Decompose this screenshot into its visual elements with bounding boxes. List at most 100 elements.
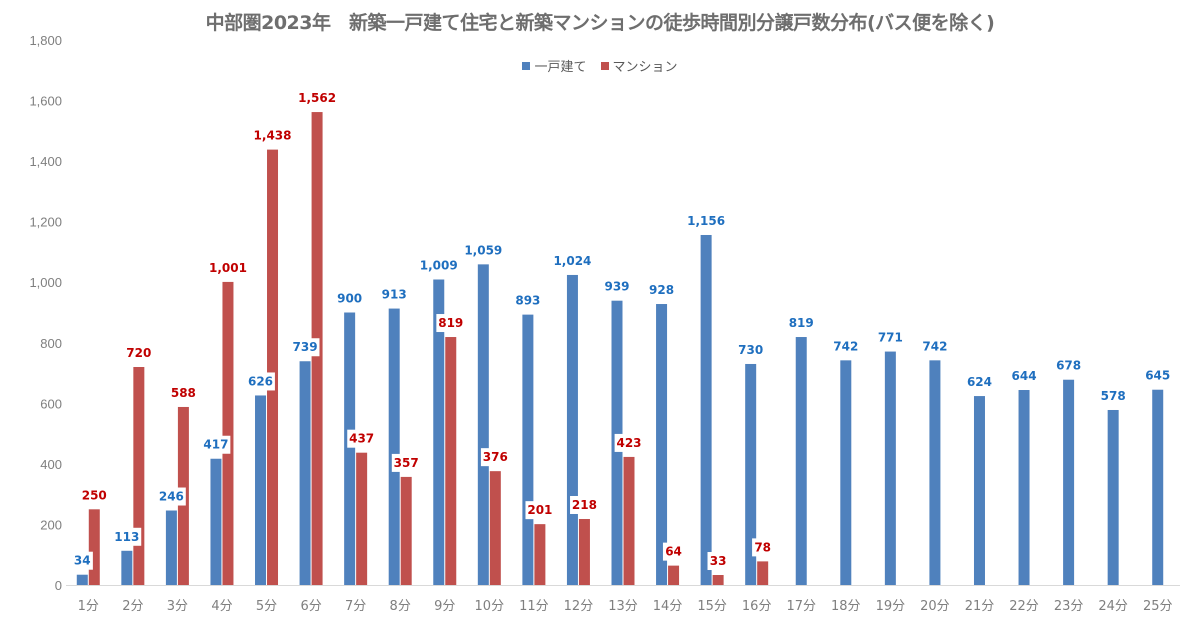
data-label-bg [205, 258, 250, 277]
bar-house [76, 574, 88, 585]
data-label-bg [71, 551, 93, 570]
data-label-bg [602, 277, 632, 296]
bar-house [433, 279, 445, 585]
data-label-house: 113 [114, 530, 139, 544]
data-label-house: 1,009 [420, 258, 458, 272]
data-label-bg [786, 314, 816, 333]
data-label-bg [707, 552, 729, 571]
legend-item-mansion[interactable]: マンション [600, 56, 678, 75]
bar-house [1107, 409, 1119, 585]
bar-house [1018, 390, 1030, 585]
y-tick-label: 1,800 [29, 33, 62, 48]
data-label-mansion: 78 [754, 540, 771, 554]
x-tick-label: 18分 [831, 599, 861, 614]
bar-mansion [267, 149, 279, 585]
data-label-house: 739 [293, 340, 318, 354]
x-tick-label: 3分 [167, 599, 188, 614]
data-label-house: 900 [337, 292, 362, 306]
data-label-bg [662, 542, 685, 561]
data-label-bg [461, 241, 506, 260]
data-label-mansion: 437 [349, 432, 374, 446]
data-label-mansion: 376 [483, 450, 508, 464]
data-label-mansion: 201 [527, 503, 552, 517]
data-label-house: 1,024 [553, 254, 591, 268]
x-tick-label: 8分 [390, 599, 411, 614]
bar-house [795, 337, 807, 585]
x-tick-label: 1分 [78, 599, 99, 614]
data-label-bg [112, 527, 142, 546]
data-label-bg [570, 495, 599, 514]
data-label-bg [684, 211, 729, 230]
data-label-bg [831, 337, 861, 356]
x-tick-label: 5分 [256, 599, 277, 614]
data-label-mansion: 720 [126, 346, 151, 360]
data-label-bg [1009, 367, 1039, 386]
bar-house [700, 234, 712, 585]
x-tick-label: 21分 [965, 599, 995, 614]
legend-swatch-house [522, 61, 531, 70]
data-label-house: 771 [878, 331, 903, 345]
bar-house [566, 274, 578, 585]
data-label-house: 417 [203, 438, 228, 452]
x-tick-label: 20分 [920, 599, 950, 614]
data-label-house: 645 [1145, 369, 1170, 383]
bar-house [1063, 379, 1075, 585]
data-label-bg [347, 429, 377, 448]
bar-mansion [222, 281, 234, 585]
bar-mansion [489, 471, 501, 585]
data-label-bg [875, 328, 905, 347]
data-label-mansion: 357 [394, 456, 419, 470]
data-label-bg [201, 435, 231, 454]
bar-house [165, 510, 177, 585]
data-label-mansion: 250 [82, 488, 107, 502]
data-label-bg [290, 338, 320, 357]
bar-mansion [400, 476, 412, 585]
data-label-house: 819 [789, 316, 814, 330]
bar-house [884, 351, 896, 585]
legend-label-house: 一戸建て [534, 60, 587, 75]
data-label-house: 1,059 [464, 243, 502, 257]
data-label-bg [416, 256, 461, 275]
x-tick-label: 19分 [876, 599, 906, 614]
data-label-house: 893 [515, 294, 540, 308]
x-tick-label: 6分 [300, 599, 321, 614]
legend-item-house[interactable]: 一戸建て [522, 56, 587, 75]
y-tick-label: 600 [40, 396, 62, 411]
bar-house [477, 264, 489, 585]
data-label-bg [647, 281, 676, 300]
data-label-mansion: 423 [616, 436, 641, 450]
y-tick-label: 1,200 [29, 215, 62, 230]
bar-house [656, 304, 668, 585]
data-label-house: 742 [833, 339, 858, 353]
data-label-house: 1,156 [687, 214, 725, 228]
data-label-house: 928 [649, 283, 674, 297]
data-label-bg [79, 486, 109, 505]
bar-house [1152, 389, 1164, 585]
data-label-bg [1098, 386, 1128, 405]
bar-mansion [668, 565, 680, 585]
data-label-bg [436, 314, 466, 333]
y-tick-label: 0 [55, 578, 62, 593]
data-label-bg [169, 383, 198, 402]
x-tick-label: 9分 [434, 599, 455, 614]
x-tick-label: 12分 [564, 599, 594, 614]
data-label-house: 678 [1056, 359, 1081, 373]
data-label-bg [480, 448, 510, 467]
data-label-mansion: 819 [438, 316, 463, 330]
data-label-bg [250, 126, 295, 145]
x-tick-label: 22分 [1009, 599, 1039, 614]
y-tick-label: 1,400 [29, 154, 62, 169]
x-tick-label: 13分 [608, 599, 638, 614]
data-label-house: 246 [159, 490, 184, 504]
data-label-bg [124, 344, 154, 362]
legend-label-mansion: マンション [612, 60, 678, 75]
data-label-mansion: 1,438 [254, 129, 292, 143]
x-tick-label: 24分 [1098, 599, 1128, 614]
data-label-bg [920, 337, 950, 356]
chart-title: 中部圏2023年 新築一戸建て住宅と新築マンションの徒歩時間別分譲戸数分布(バス… [205, 12, 995, 34]
bar-mansion [578, 518, 590, 585]
bar-mansion [356, 452, 368, 585]
data-label-bg [752, 538, 774, 557]
x-tick-label: 7分 [345, 599, 366, 614]
data-label-bg [391, 453, 421, 472]
